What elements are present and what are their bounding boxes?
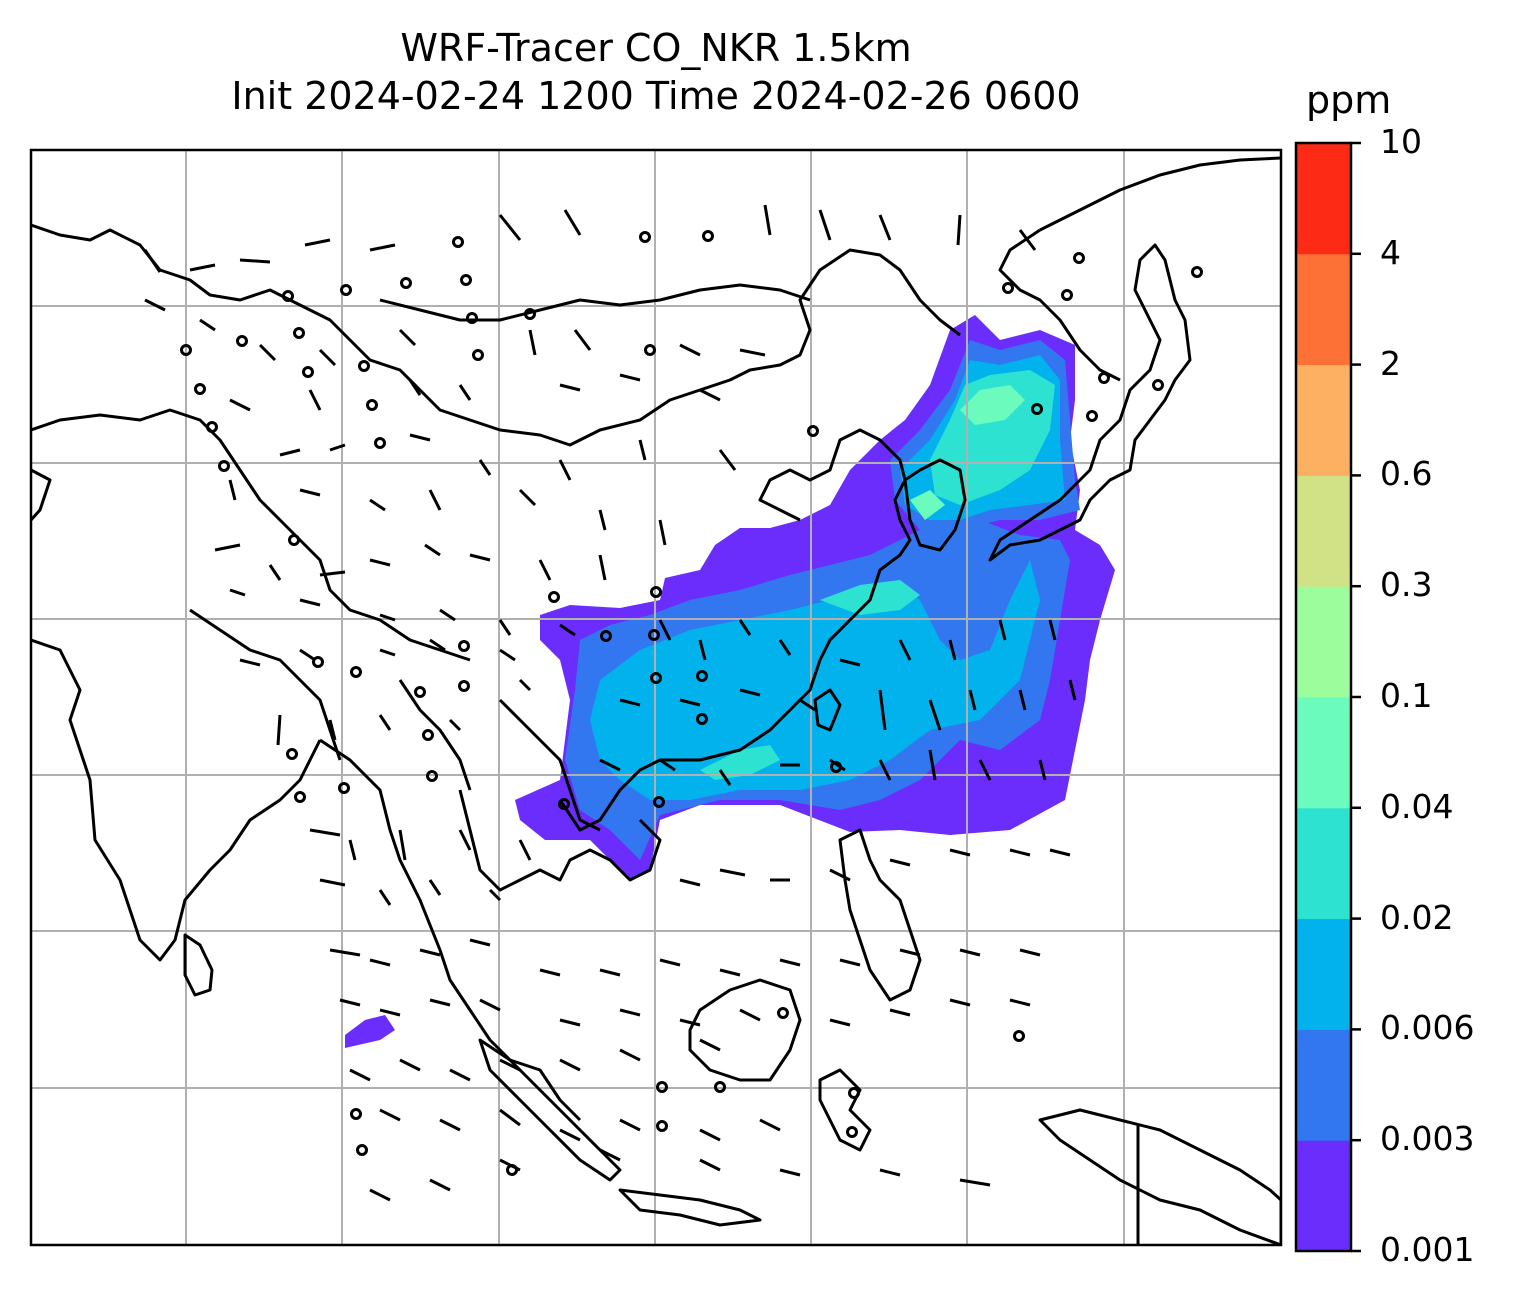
colorbar-segment: [1296, 918, 1351, 1030]
colorbar-tick-label: 0.02: [1380, 897, 1454, 937]
map-frame: [29, 148, 1283, 1247]
plume-island: [345, 1015, 395, 1048]
colorbar-segment: [1296, 364, 1351, 476]
korea-coast: [903, 458, 967, 552]
wind-barbs: [143, 204, 1077, 1202]
japan-coast: [988, 243, 1192, 562]
title-line-1: WRF-Tracer CO_NKR 1.5km: [400, 26, 912, 70]
indochina-coast: [319, 738, 582, 1122]
plume-level-5-b: [910, 490, 945, 520]
colorbar-segment: [1296, 807, 1351, 920]
new-guinea-coast: [1038, 1108, 1281, 1245]
inland-border-4: [398, 679, 472, 791]
vietnam-coast: [558, 618, 852, 832]
thailand-gulf: [458, 789, 662, 892]
mongolia-border: [379, 283, 811, 322]
inland-border-3: [189, 608, 342, 761]
plume-level-5: [960, 385, 1025, 425]
sumatra-coast: [478, 1038, 622, 1182]
inland-border-1: [31, 223, 961, 447]
colorbar-tick-label: 0.6: [1380, 454, 1433, 494]
philippines-coast: [838, 828, 922, 1002]
sri-lanka-coast: [183, 933, 214, 997]
colorbar-tick-label: 0.04: [1380, 786, 1454, 826]
colorbar-segment: [1296, 697, 1351, 809]
colorbar-tick-label: 0.001: [1380, 1230, 1475, 1269]
colorbar-tick-label: 0.1: [1380, 676, 1433, 715]
colorbar-tick-label: 0.003: [1380, 1119, 1475, 1159]
colorbar-unit: ppm: [1306, 78, 1392, 122]
colorbar-tick-label: 2: [1380, 343, 1401, 383]
colorbar-segment: [1296, 1140, 1351, 1252]
colorbar-segment: [1296, 475, 1351, 587]
taiwan-coast: [813, 688, 842, 732]
tracer-plume: [345, 315, 1115, 1048]
colorbar-tick-label: 0.3: [1380, 565, 1433, 605]
okhotsk-coast: [998, 228, 1121, 382]
borneo-coast: [688, 978, 802, 1082]
colorbar-segment: [1296, 253, 1351, 366]
colorbar-tick-label: 10: [1380, 122, 1422, 161]
colorbar-tick-label: 0.006: [1380, 1008, 1475, 1048]
inland-border-5: [498, 698, 601, 832]
map-title: WRF-Tracer CO_NKR 1.5km Init 2024-02-24 …: [30, 24, 1282, 120]
calm-circles: [180, 230, 1203, 1176]
java-coast: [618, 1188, 762, 1227]
colorbar-tick-label: 4: [1380, 232, 1401, 272]
russia-coast: [1039, 156, 1281, 232]
colorbar: [1294, 141, 1361, 1253]
inland-border-2: [31, 408, 471, 662]
colorbar-segment: [1296, 1029, 1351, 1141]
colorbar-segment: [1296, 143, 1351, 255]
coastlines: [31, 156, 1281, 1245]
title-line-2: Init 2024-02-24 1200 Time 2024-02-26 060…: [231, 74, 1081, 118]
sulawesi-coast: [818, 1068, 872, 1152]
colorbar-segment: [1296, 586, 1351, 698]
india-coast: [31, 638, 322, 962]
gridlines: [31, 150, 1281, 1245]
china-coast: [758, 428, 912, 622]
arabia-coast: [31, 468, 52, 522]
